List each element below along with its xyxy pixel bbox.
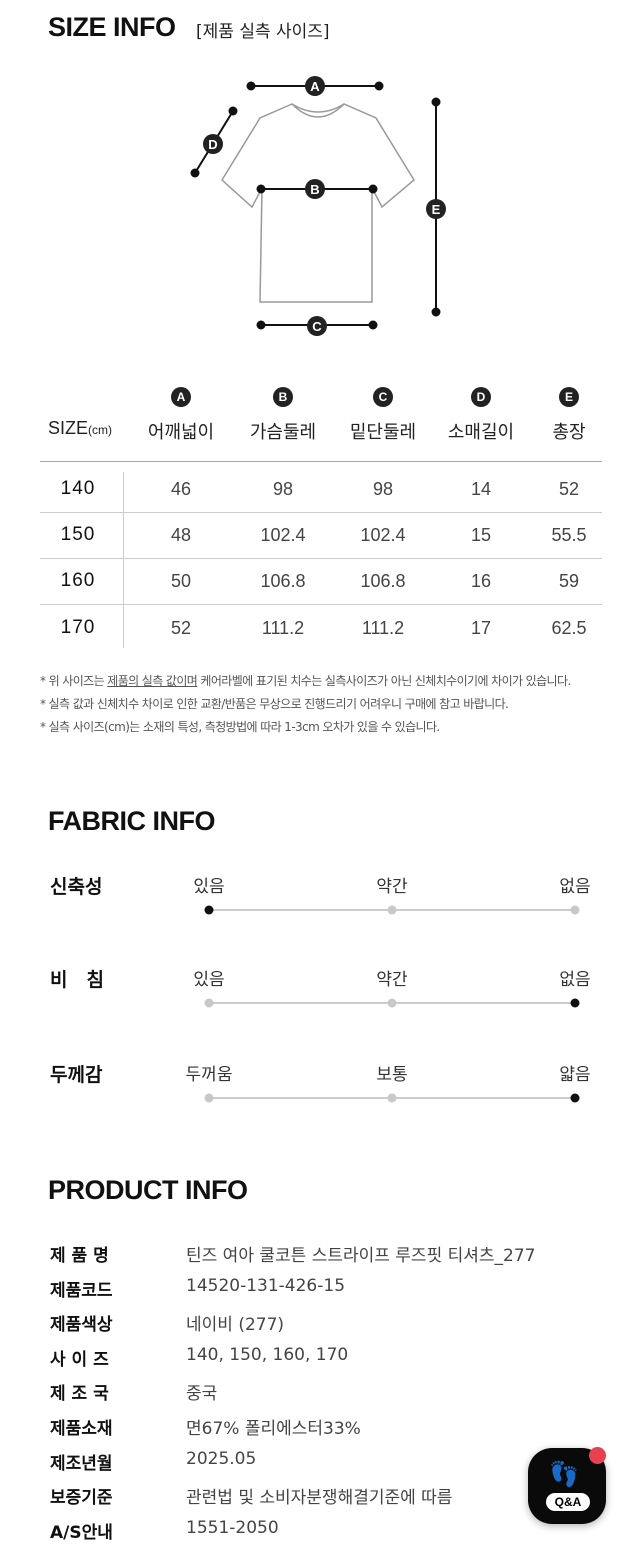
col-header: 총장 bbox=[552, 422, 586, 443]
value-cell: 48 bbox=[170, 525, 192, 545]
size-note-2: * 실측 값과 신체치수 차이로 인한 교환/반품은 무상으로 진행드리기 어려… bbox=[40, 697, 509, 711]
fabric-label: 신축성 bbox=[50, 876, 103, 898]
value-cell: 62.5 bbox=[551, 618, 587, 638]
fabric-scale-dot bbox=[387, 998, 397, 1008]
row-divider bbox=[40, 604, 602, 605]
col-header: 밑단둘레 bbox=[349, 422, 417, 443]
product-info-label: 사 이 즈 bbox=[50, 1349, 109, 1370]
fabric-option: 있음 bbox=[193, 877, 225, 897]
value-cell: 15 bbox=[470, 525, 492, 545]
size-info-title: SIZE INFO bbox=[48, 12, 176, 42]
fabric-option: 얇음 bbox=[559, 1065, 591, 1085]
product-info-label: 제품색상 bbox=[50, 1315, 113, 1336]
product-info-value: 140, 150, 160, 170 bbox=[186, 1344, 349, 1365]
value-cell: 106.8 bbox=[360, 571, 406, 591]
product-info-label: 제품소재 bbox=[50, 1419, 113, 1439]
fabric-scale-selected-dot bbox=[570, 1093, 580, 1103]
product-info-value: 관련법 및 소비자분쟁해결기준에 따름 bbox=[186, 1488, 453, 1509]
row-divider bbox=[40, 512, 602, 513]
size-info-subtitle: [제품 실측 사이즈] bbox=[196, 22, 330, 42]
fabric-option: 있음 bbox=[193, 970, 225, 990]
fabric-option: 없음 bbox=[559, 877, 591, 897]
value-cell: 59 bbox=[558, 571, 580, 591]
col-d-badge: D bbox=[471, 387, 491, 407]
label-a: A bbox=[310, 79, 320, 94]
footprints-icon: 👣 bbox=[549, 1460, 579, 1488]
value-cell: 46 bbox=[170, 479, 192, 499]
product-info-label: 보증기준 bbox=[50, 1488, 113, 1509]
product-info-value: 14520-131-426-15 bbox=[186, 1275, 346, 1296]
col-c-badge: C bbox=[373, 387, 393, 407]
product-info-value: 2025.05 bbox=[186, 1448, 257, 1469]
size-cell: 170 bbox=[60, 617, 96, 638]
fabric-scale-dot bbox=[387, 1093, 397, 1103]
product-info-title: PRODUCT INFO bbox=[48, 1175, 248, 1205]
notification-badge bbox=[589, 1447, 606, 1464]
divider bbox=[40, 461, 602, 462]
product-info-label: A/S안내 bbox=[50, 1522, 113, 1543]
fabric-scale-selected-dot bbox=[204, 905, 214, 915]
fabric-label: 비 침 bbox=[50, 969, 104, 991]
value-cell: 98 bbox=[272, 479, 294, 499]
product-info-label: 제조년월 bbox=[50, 1453, 113, 1474]
fabric-option: 없음 bbox=[559, 970, 591, 990]
fabric-scale-dot bbox=[387, 905, 397, 915]
fabric-scale-dot bbox=[204, 998, 214, 1008]
divider bbox=[123, 472, 124, 648]
col-header: 어깨넓이 bbox=[147, 422, 215, 443]
label-d: D bbox=[208, 137, 217, 152]
product-info-value: 틴즈 여아 쿨코튼 스트라이프 루즈핏 티셔츠_277 bbox=[186, 1246, 536, 1266]
fabric-scale-dot bbox=[570, 905, 580, 915]
col-e-badge: E bbox=[559, 387, 579, 407]
size-cell: 160 bbox=[60, 570, 96, 591]
row-divider bbox=[40, 558, 602, 559]
fabric-info-title: FABRIC INFO bbox=[48, 806, 216, 836]
col-b-badge: B bbox=[273, 387, 293, 407]
fabric-option: 보통 bbox=[376, 1065, 408, 1085]
col-a-badge: A bbox=[171, 387, 191, 407]
fabric-scale-dot bbox=[204, 1093, 214, 1103]
value-cell: 102.4 bbox=[360, 525, 406, 545]
fabric-scale-selected-dot bbox=[570, 998, 580, 1008]
product-info-label: 제 품 명 bbox=[50, 1246, 109, 1266]
product-info-value: 네이비 (277) bbox=[186, 1315, 285, 1336]
product-info-value: 1551-2050 bbox=[186, 1517, 279, 1538]
fabric-option: 약간 bbox=[376, 970, 408, 990]
value-cell: 55.5 bbox=[551, 525, 587, 545]
col-header: 소매길이 bbox=[447, 422, 515, 443]
product-info-value: 중국 bbox=[186, 1384, 218, 1405]
label-b: B bbox=[310, 182, 319, 197]
value-cell: 106.8 bbox=[260, 571, 306, 591]
size-cell: 150 bbox=[60, 524, 96, 545]
value-cell: 16 bbox=[470, 571, 492, 591]
fabric-option: 약간 bbox=[376, 877, 408, 897]
qa-label: Q&A bbox=[546, 1493, 590, 1511]
label-c: C bbox=[312, 319, 322, 334]
product-info-label: 제 조 국 bbox=[50, 1384, 109, 1405]
value-cell: 52 bbox=[558, 479, 580, 499]
value-cell: 102.4 bbox=[260, 525, 306, 545]
value-cell: 52 bbox=[170, 618, 192, 638]
product-info-label: 제품코드 bbox=[50, 1280, 113, 1301]
value-cell: 17 bbox=[470, 618, 492, 638]
size-header: SIZE(cm) bbox=[48, 418, 113, 438]
label-e: E bbox=[432, 202, 441, 217]
tshirt-outline bbox=[221, 103, 415, 303]
size-note-1: * 위 사이즈는 제품의 실측 값이며 케어라벨에 표기된 치수는 실측사이즈가… bbox=[40, 674, 571, 688]
fabric-option: 두꺼움 bbox=[185, 1065, 233, 1085]
fabric-label: 두께감 bbox=[50, 1064, 103, 1086]
tshirt-size-diagram: A B C D E bbox=[190, 76, 446, 336]
col-header: 가슴둘레 bbox=[249, 422, 317, 443]
size-note-3: * 실측 사이즈(cm)는 소재의 특성, 측청방법에 따라 1-3cm 오차가… bbox=[40, 720, 440, 734]
value-cell: 14 bbox=[470, 479, 492, 499]
size-cell: 140 bbox=[60, 478, 96, 499]
value-cell: 98 bbox=[372, 479, 394, 499]
value-cell: 50 bbox=[170, 571, 192, 591]
value-cell: 111.2 bbox=[361, 618, 405, 638]
value-cell: 111.2 bbox=[261, 618, 305, 638]
product-info-value: 면67% 폴리에스터33% bbox=[186, 1419, 361, 1439]
